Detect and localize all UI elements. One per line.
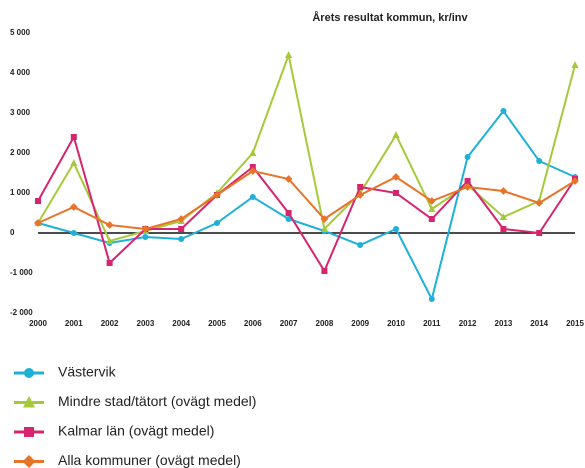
x-tick-label: 2013 bbox=[495, 319, 513, 328]
x-tick-label: 2010 bbox=[387, 319, 405, 328]
marker bbox=[141, 225, 150, 233]
marker bbox=[106, 260, 113, 266]
marker bbox=[249, 164, 256, 170]
series-line bbox=[37, 109, 576, 302]
x-tick-label: 2004 bbox=[172, 319, 190, 328]
y-tick-label: -1 000 bbox=[10, 268, 33, 277]
marker bbox=[321, 268, 328, 274]
y-tick-label: 2 000 bbox=[10, 148, 31, 157]
marker bbox=[428, 205, 436, 212]
marker bbox=[248, 167, 257, 175]
legend-label: Kalmar län (ovägt medel) bbox=[58, 423, 214, 439]
legend-label: Alla kommuner (ovägt medel) bbox=[58, 452, 241, 468]
marker bbox=[535, 199, 544, 207]
series-line bbox=[37, 169, 576, 231]
marker bbox=[392, 131, 400, 138]
marker bbox=[357, 242, 364, 248]
marker bbox=[320, 225, 328, 232]
y-tick-label: 0 bbox=[10, 228, 15, 237]
y-tick-label: 4 000 bbox=[10, 68, 31, 77]
x-tick-label: 2006 bbox=[244, 319, 262, 328]
marker bbox=[35, 198, 41, 204]
marker bbox=[284, 175, 293, 183]
marker bbox=[105, 221, 114, 229]
marker bbox=[463, 183, 472, 191]
legend-marker bbox=[23, 396, 35, 408]
marker bbox=[499, 187, 508, 195]
marker bbox=[536, 230, 543, 236]
marker bbox=[70, 134, 77, 140]
x-tick-label: 2005 bbox=[208, 319, 226, 328]
marker bbox=[571, 61, 579, 68]
x-tick-label: 2012 bbox=[459, 319, 477, 328]
marker bbox=[536, 158, 543, 164]
legend-marker bbox=[24, 368, 34, 378]
marker bbox=[499, 213, 507, 220]
marker bbox=[249, 149, 257, 156]
x-tick-label: 2014 bbox=[530, 319, 548, 328]
marker bbox=[464, 154, 471, 160]
marker bbox=[142, 234, 149, 240]
x-tick-label: 2011 bbox=[423, 319, 441, 328]
marker bbox=[70, 159, 78, 166]
x-tick-label: 2001 bbox=[65, 319, 83, 328]
marker bbox=[427, 197, 436, 205]
x-tick-label: 2002 bbox=[101, 319, 119, 328]
marker bbox=[428, 296, 435, 302]
marker bbox=[34, 219, 42, 227]
y-tick-label: -2 000 bbox=[10, 308, 33, 317]
x-tick-label: 2000 bbox=[29, 319, 47, 328]
marker bbox=[213, 191, 221, 199]
x-tick-label: 2007 bbox=[280, 319, 298, 328]
marker bbox=[178, 226, 185, 232]
marker bbox=[249, 194, 256, 200]
marker bbox=[500, 226, 507, 232]
chart-title: Årets resultat kommun, kr/inv bbox=[312, 11, 468, 24]
marker bbox=[106, 237, 114, 244]
x-tick-label: 2009 bbox=[351, 319, 369, 328]
marker bbox=[285, 210, 292, 216]
marker bbox=[428, 216, 435, 222]
legend-label: Mindre stad/tätort (ovägt medel) bbox=[58, 393, 256, 409]
marker bbox=[70, 230, 77, 236]
x-tick-label: 2015 bbox=[566, 319, 584, 328]
series-line bbox=[37, 51, 576, 243]
marker bbox=[500, 108, 507, 114]
marker bbox=[464, 178, 471, 184]
y-tick-label: 5 000 bbox=[10, 28, 31, 37]
marker bbox=[177, 215, 186, 223]
marker bbox=[393, 226, 399, 232]
marker bbox=[393, 190, 399, 196]
marker bbox=[392, 173, 400, 181]
marker bbox=[571, 177, 579, 185]
marker bbox=[69, 203, 78, 211]
marker bbox=[357, 184, 364, 190]
marker bbox=[178, 236, 185, 242]
marker bbox=[214, 220, 220, 226]
y-tick-label: 1 000 bbox=[10, 188, 31, 197]
legend-marker bbox=[24, 427, 34, 437]
marker bbox=[285, 51, 293, 58]
legend-marker bbox=[22, 455, 36, 468]
series-line bbox=[37, 134, 576, 274]
marker bbox=[320, 215, 329, 223]
legend-label: Västervik bbox=[58, 364, 117, 380]
marker bbox=[356, 191, 365, 199]
y-tick-label: 3 000 bbox=[10, 108, 31, 117]
x-tick-label: 2003 bbox=[137, 319, 155, 328]
x-tick-label: 2008 bbox=[316, 319, 334, 328]
marker bbox=[285, 216, 292, 222]
